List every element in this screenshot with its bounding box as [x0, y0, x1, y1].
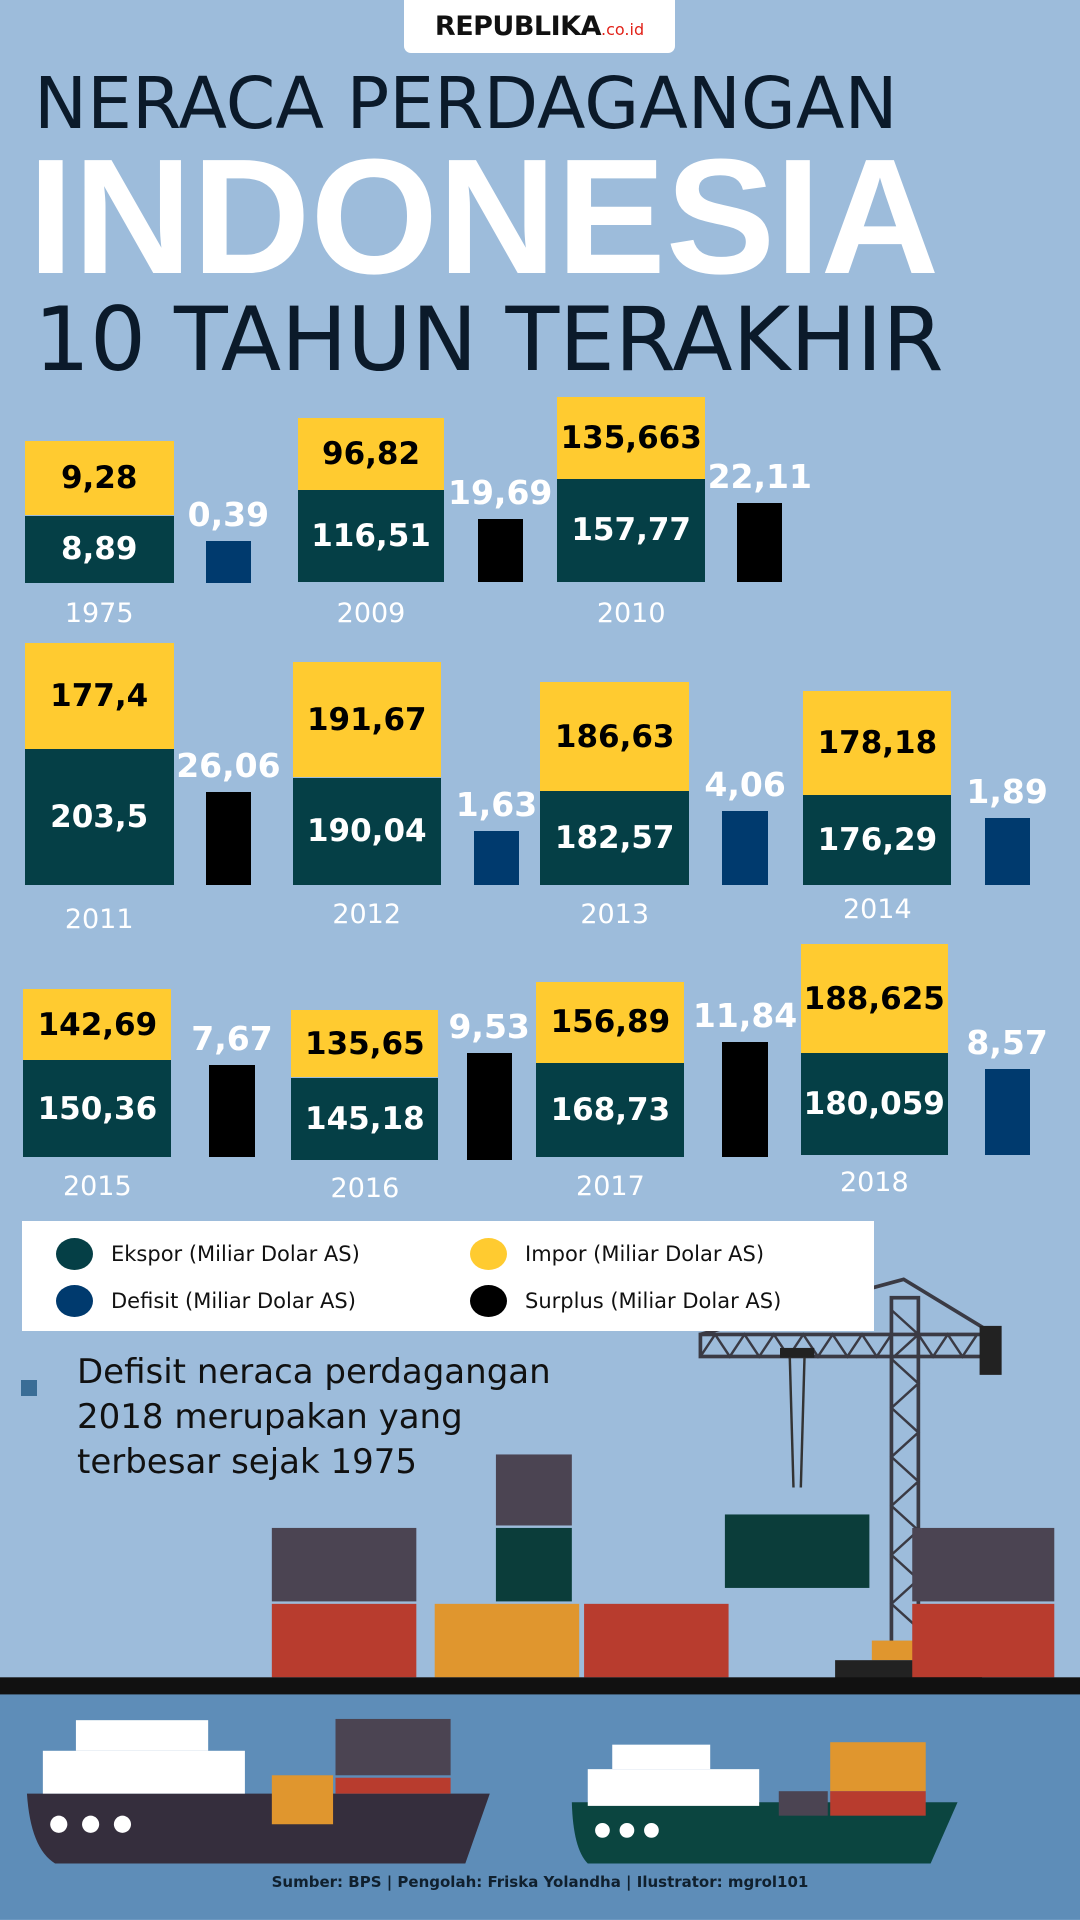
surplus-bar	[722, 1042, 768, 1158]
impor-bar: 135,663	[557, 396, 706, 479]
year-label: 2015	[62, 1170, 132, 1202]
defisit-value: 1,89	[966, 772, 1048, 811]
ekspor-bar: 168,73	[536, 1062, 685, 1158]
ekspor-bar: 116,51	[297, 489, 445, 582]
impor-bar: 135,65	[291, 1010, 439, 1078]
defisit-bar	[984, 818, 1030, 886]
legend-ekspor: Ekspor (Miliar Dolar AS)	[56, 1238, 360, 1270]
year-label: 2016	[330, 1173, 400, 1205]
impor-bar: 186,63	[540, 682, 690, 791]
note-bullet-icon	[21, 1380, 37, 1396]
ship-icon	[26, 1718, 490, 1864]
legend-label: Defisit (Miliar Dolar AS)	[111, 1289, 356, 1313]
ekspor-bar: 145,18	[291, 1077, 439, 1160]
impor-bar: 177,4	[24, 642, 174, 750]
ekspor-bar: 176,29	[803, 794, 952, 886]
impor-bar: 156,89	[536, 982, 685, 1063]
defisit-bar	[205, 541, 251, 583]
note-line: 2018 merupakan yang	[77, 1397, 463, 1437]
logo-brand: REPUBLIKA	[434, 11, 602, 42]
surplus-value: 22,11	[707, 457, 812, 497]
surplus-value: 11,84	[692, 996, 798, 1035]
note-text: Defisit neraca perdagangan 2018 merupaka…	[77, 1350, 551, 1485]
defisit-value: 0,39	[187, 495, 270, 535]
title-line-3: 10 TAHUN TERAKHIR	[34, 288, 944, 391]
dock-edge	[0, 1677, 1080, 1695]
legend-label: Surplus (Miliar Dolar AS)	[525, 1289, 782, 1313]
defisit-bar	[473, 831, 520, 886]
year-label: 1975	[64, 597, 134, 629]
year-label: 2012	[332, 898, 402, 930]
surplus-bar	[209, 1065, 255, 1158]
legend: Ekspor (Miliar Dolar AS) Impor (Miliar D…	[22, 1221, 874, 1331]
legend-label: Impor (Miliar Dolar AS)	[525, 1242, 765, 1266]
year-label: 2010	[596, 597, 666, 629]
republika-logo: REPUBLIKA.co.id	[404, 0, 675, 53]
year-label: 2009	[336, 597, 406, 629]
note-line: Defisit neraca perdagangan	[77, 1352, 551, 1392]
containers-icon	[271, 1454, 1055, 1678]
impor-bar: 191,67	[292, 662, 441, 778]
ekspor-bar: 182,57	[540, 791, 690, 886]
port-illustration	[0, 1277, 1080, 1920]
legend-defisit: Defisit (Miliar Dolar AS)	[56, 1285, 356, 1317]
defisit-value: 4,06	[704, 764, 786, 804]
legend-impor: Impor (Miliar Dolar AS)	[470, 1238, 764, 1270]
impor-bar: 9,28	[24, 440, 174, 516]
defisit-value: 1,63	[455, 785, 538, 825]
year-label: 2014	[842, 893, 912, 925]
ekspor-bar: 157,77	[557, 478, 706, 582]
surplus-bar	[466, 1053, 512, 1160]
note-line: terbesar sejak 1975	[77, 1442, 417, 1482]
surplus-value: 26,06	[176, 746, 281, 786]
defisit-bar	[984, 1069, 1030, 1155]
impor-bar: 142,69	[23, 989, 172, 1061]
surplus-bar	[737, 503, 783, 582]
impor-bar: 188,625	[800, 944, 948, 1054]
year-label: 2018	[839, 1166, 909, 1198]
ekspor-bar: 203,5	[24, 749, 174, 886]
legend-swatch-ekspor	[56, 1238, 93, 1270]
ekspor-bar: 150,36	[23, 1060, 172, 1158]
defisit-value: 8,57	[966, 1023, 1048, 1062]
year-label: 2017	[576, 1170, 645, 1202]
year-label: 2013	[580, 898, 650, 930]
ship-icon	[571, 1742, 958, 1864]
ekspor-bar: 8,89	[24, 515, 174, 583]
surplus-value: 9,53	[448, 1007, 530, 1047]
legend-label: Ekspor (Miliar Dolar AS)	[111, 1242, 360, 1266]
legend-surplus: Surplus (Miliar Dolar AS)	[470, 1285, 781, 1317]
title-line-1: NERACA PERDAGANGAN	[34, 62, 898, 145]
surplus-bar	[477, 519, 523, 582]
logo-domain: .co.id	[601, 20, 645, 39]
source-credit: Sumber: BPS | Pengolah: Friska Yolandha …	[271, 1873, 809, 1891]
legend-swatch-surplus	[470, 1285, 507, 1317]
surplus-value: 19,69	[447, 473, 553, 513]
ekspor-bar: 190,04	[292, 777, 441, 886]
year-label: 2011	[64, 903, 134, 935]
impor-bar: 96,82	[297, 417, 445, 490]
surplus-value: 7,67	[191, 1019, 273, 1059]
legend-swatch-impor	[470, 1238, 507, 1270]
impor-bar: 178,18	[803, 690, 952, 795]
title-line-2: INDONESIA	[28, 125, 940, 308]
defisit-bar	[722, 810, 768, 886]
legend-swatch-defisit	[56, 1285, 93, 1317]
ekspor-bar: 180,059	[800, 1053, 948, 1155]
surplus-bar	[205, 792, 251, 886]
